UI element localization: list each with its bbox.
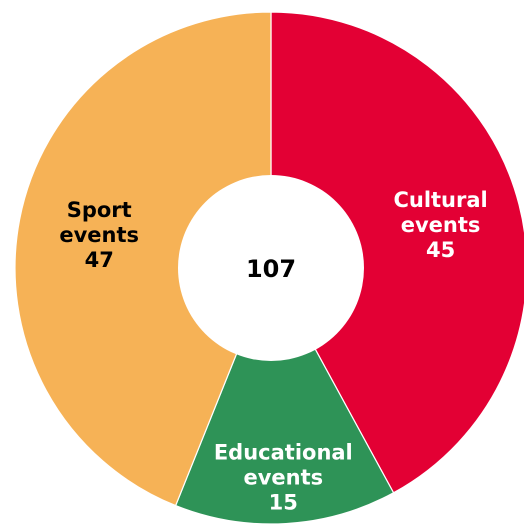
slice-label-line: Educational (214, 441, 353, 465)
donut-center-hole (178, 175, 364, 361)
slice-value: 47 (85, 248, 114, 272)
slice-value: 45 (426, 238, 455, 262)
slice-label-line: Cultural (393, 188, 487, 212)
slice-label-line: Sport (67, 198, 132, 222)
donut-slice-educational-events (174, 266, 395, 525)
slice-value: 15 (269, 491, 298, 515)
center-total-label: 107 (246, 255, 296, 283)
slice-label-sport-events: Sport events 47 (59, 198, 139, 272)
slice-label-line: events (401, 213, 481, 237)
donut-slices (14, 11, 524, 525)
slice-label-line: events (59, 223, 139, 247)
donut-slice-cultural-events (270, 11, 524, 494)
slice-label-cultural-events: Cultural events 45 (393, 188, 487, 262)
donut-slice-sport-events (14, 11, 272, 507)
slice-label-line: events (243, 466, 323, 490)
slice-label-educational-events: Educational events 15 (214, 441, 353, 515)
